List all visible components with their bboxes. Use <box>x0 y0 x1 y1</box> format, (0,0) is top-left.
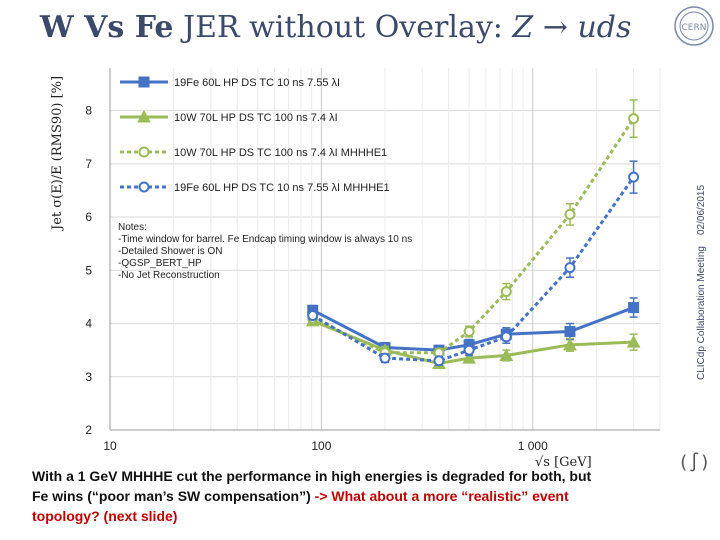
footer-text: With a 1 GeV MHHHE cut the performance i… <box>32 466 652 536</box>
y-tick-label: 6 <box>85 210 92 224</box>
data-point <box>564 208 576 220</box>
data-point <box>628 302 640 314</box>
legend-marker <box>138 146 150 158</box>
data-point <box>307 310 319 322</box>
data-point <box>626 335 641 348</box>
jer-chart: 2 3 4 5 6 7 8 10 100 1 000 19Fe 60L HP DS TC 10 n… <box>85 68 661 453</box>
legend-entry: 10W 70L HP DS TC 100 ns 7.4 λI <box>120 109 338 124</box>
x-tick-label: 100 <box>311 439 331 453</box>
legend-marker <box>138 181 150 193</box>
data-point <box>500 286 512 298</box>
series-layer <box>305 99 641 369</box>
svg-text:CERN: CERN <box>682 23 707 33</box>
y-tick-label: 4 <box>85 317 92 331</box>
side-info: CLICdp Collaboration Meeting 02/06/2015 <box>696 60 714 400</box>
y-tick-label: 2 <box>85 423 92 437</box>
cern-logo-icon: CERN <box>674 6 714 46</box>
data-point <box>500 331 512 343</box>
data-point <box>563 337 577 351</box>
grid-layer <box>109 68 661 431</box>
legend-marker <box>138 76 150 88</box>
footer-line-2b: -> What about a more “realistic” event <box>314 488 569 504</box>
data-point <box>463 344 475 356</box>
title-normal: JER without Overlay: <box>173 10 513 45</box>
data-point <box>564 326 576 338</box>
slide-title: W Vs Fe JER without Overlay: Z → uds <box>40 10 660 60</box>
y-tick-label: 7 <box>85 157 92 171</box>
legend-label: 10W 70L HP DS TC 100 ns 7.4 λI MHHHE1 <box>174 147 387 159</box>
y-tick-label: 5 <box>85 263 92 277</box>
series-4 <box>307 160 640 367</box>
notes-line: -QGSP_BERT_HP <box>118 258 202 269</box>
legend-marker <box>137 109 151 123</box>
legend-label: 10W 70L HP DS TC 100 ns 7.4 λI <box>174 112 338 124</box>
data-point <box>433 355 445 367</box>
notes-line: -Detailed Shower is ON <box>118 246 223 257</box>
data-point <box>499 348 514 361</box>
legend-layer: 19Fe 60L HP DS TC 10 ns 7.55 λI 10W 70L H… <box>120 76 390 194</box>
data-point <box>463 326 475 338</box>
data-point <box>628 171 640 183</box>
data-point <box>462 351 476 364</box>
notes-line: Notes: <box>118 222 147 233</box>
footer-line-3: topology? (next slide) <box>32 508 178 524</box>
legend-entry: 19Fe 60L HP DS TC 10 ns 7.55 λI <box>120 76 340 89</box>
data-point <box>628 113 640 125</box>
notes-line: -Time window for barrel. Fe Endcap timin… <box>118 234 413 245</box>
meeting-label: CLICdp Collaboration Meeting <box>696 246 707 380</box>
data-point <box>564 262 576 274</box>
title-math: Z → uds <box>512 10 632 45</box>
date-label: 02/06/2015 <box>696 184 707 235</box>
x-tick-label: 1 000 <box>518 439 548 453</box>
footer-line-2: Fe wins (“poor man’s SW compensation”) -… <box>32 486 652 506</box>
notes-line: -No Jet Reconstruction <box>118 270 220 281</box>
y-tick-label: 3 <box>85 370 92 384</box>
tick-layer: 2 3 4 5 6 7 8 10 100 1 000 <box>85 104 548 453</box>
legend-entry: 10W 70L HP DS TC 100 ns 7.4 λI MHHHE1 <box>120 146 387 159</box>
legend-label: 19Fe 60L HP DS TC 10 ns 7.55 λI MHHHE1 <box>174 182 390 194</box>
legend-label: 19Fe 60L HP DS TC 10 ns 7.55 λI <box>174 77 340 89</box>
footer-line-2a: Fe wins (“poor man’s SW compensation”) <box>32 488 315 504</box>
footer-line-1: With a 1 GeV MHHHE cut the performance i… <box>32 468 592 484</box>
x-tick-label: 10 <box>103 439 117 453</box>
notes-box: Notes: -Time window for barrel. Fe Endca… <box>118 222 458 292</box>
clicdp-bracket-icon: (∫) <box>678 452 711 473</box>
legend-entry: 19Fe 60L HP DS TC 10 ns 7.55 λI MHHHE1 <box>120 181 390 194</box>
y-tick-label: 8 <box>85 104 92 118</box>
title-bold: W Vs Fe <box>40 10 174 45</box>
data-point <box>379 352 391 364</box>
x-axis-unit: √s [GeV] <box>535 455 592 470</box>
